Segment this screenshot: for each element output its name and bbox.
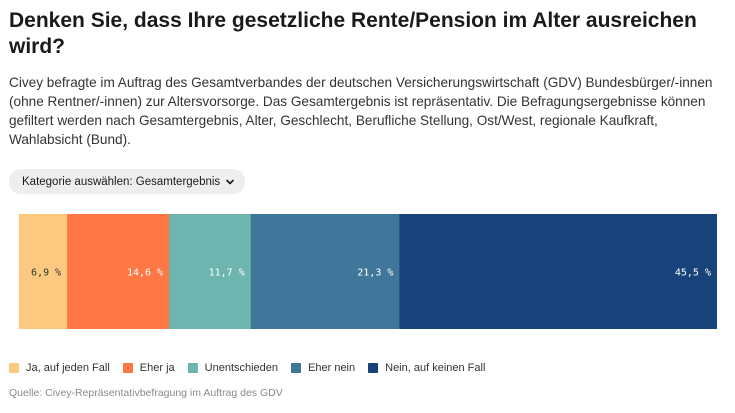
legend-item-nein-auf-keinen-fall: Nein, auf keinen Fall [368,362,485,374]
legend-item-eher-nein: Eher nein [291,362,355,374]
chart-description: Civey befragte im Auftrag des Gesamtverb… [9,75,713,147]
bar-label-eher-nein: 21,3 % [357,268,393,279]
bar-label-nein-auf-keinen-fall: 45,5 % [675,268,711,279]
chart-title: Denken Sie, dass Ihre gesetzliche Rente/… [9,9,697,58]
legend-swatch [9,363,19,373]
category-dropdown[interactable]: Kategorie auswählen: Gesamtergebnis [9,169,246,194]
legend-label: Ja, auf jeden Fall [26,362,110,374]
bar-segment-nein-auf-keinen-fall [399,214,717,329]
legend-label: Eher nein [308,362,356,374]
bar-segment-eher-nein [250,214,401,329]
stacked-bar-chart: 6,9 % 14,6 % 11,7 % 21,3 % 45,5 % [19,214,717,329]
legend-item-unentschieden: Unentschieden [187,362,279,374]
bar-segment-eher-ja [67,214,170,329]
legend-item-ja-auf-jeden-fall: Ja, auf jeden Fall [9,362,110,374]
legend-swatch [291,363,302,373]
legend-item-eher-ja: Eher ja [122,362,175,374]
bar-label-ja-auf-jeden-fall: 6,9 % [31,268,61,279]
bar-label-eher-ja: 14,6 % [127,268,163,279]
legend-swatch [187,363,198,373]
chevron-down-icon [226,179,234,184]
chart-legend: Ja, auf jeden Fall Eher ja Unentschieden Eh… [9,362,498,374]
legend-swatch [368,363,379,373]
legend-label: Nein, auf keinen Fall [385,362,486,374]
bar-segment-unentschieden [169,214,252,329]
legend-label: Eher ja [139,362,175,374]
category-dropdown-label: Kategorie auswählen: Gesamtergebnis [22,175,221,188]
source-note: Quelle: Civey-Repräsentativbefragung im … [9,387,283,399]
legend-swatch [122,363,133,373]
legend-label: Unentschieden [204,362,279,374]
bar-segment-ja-auf-jeden-fall [19,214,68,329]
bar-label-unentschieden: 11,7 % [209,268,245,279]
stacked-bar-svg: 6,9 % 14,6 % 11,7 % 21,3 % 45,5 % [19,214,717,329]
